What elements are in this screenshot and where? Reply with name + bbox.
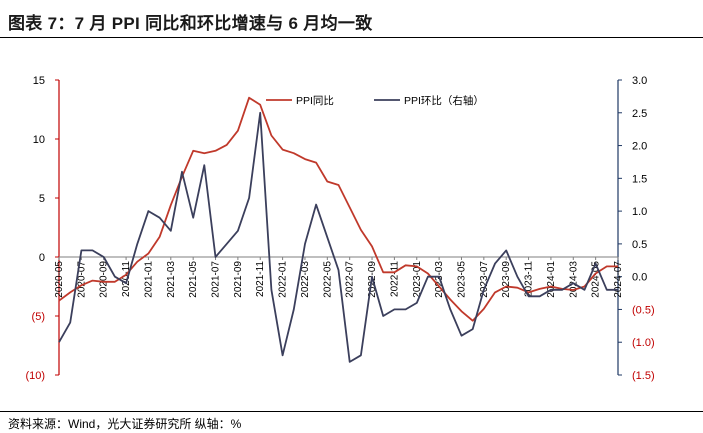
x-tick-label: 2023-09 (501, 261, 512, 298)
right-tick-label: (0.5) (632, 304, 655, 316)
left-tick-label: (10) (25, 370, 45, 382)
x-tick-label: 2023-11 (524, 261, 535, 297)
x-tick-label: 2021-03 (166, 261, 177, 298)
x-tick-label: 2024-05 (591, 261, 602, 298)
x-tick-label: 2020-07 (76, 261, 87, 298)
footer-rule (0, 411, 703, 412)
right-tick-label: 2.5 (632, 108, 647, 120)
x-tick-label: 2024-01 (546, 261, 557, 298)
right-tick-label: 0.5 (632, 239, 647, 251)
x-tick-label: 2022-11 (389, 261, 400, 297)
x-tick-label: 2023-01 (412, 261, 423, 298)
x-tick-label: 2020-09 (99, 261, 110, 298)
x-tick-label: 2021-01 (143, 261, 154, 298)
source-note: 资料来源：Wind，光大证券研究所 纵轴：% (8, 417, 242, 431)
right-tick-label: (1.0) (632, 337, 655, 349)
x-tick-label: 2024-03 (568, 261, 579, 298)
x-tick-label: 2021-07 (211, 261, 222, 298)
x-tick-label: 2022-07 (345, 261, 356, 298)
right-tick-label: 1.5 (632, 173, 647, 185)
left-tick-label: 10 (33, 134, 45, 146)
x-tick-label: 2021-09 (233, 261, 244, 298)
right-tick-label: 0.0 (632, 272, 647, 284)
chart-title: 图表 7：7 月 PPI 同比和环比增速与 6 月均一致 (8, 14, 373, 33)
ppi-chart: 15 10 5 0 (5) (10) 3.0 2.5 2.0 1.5 1.0 0.5 0.0 (0.5) (… (25, 75, 655, 382)
right-tick-label: 1.0 (632, 206, 647, 218)
right-tick-label: (1.5) (632, 370, 655, 382)
x-tick-label: 2022-01 (278, 261, 289, 298)
x-tick-label: 2022-03 (300, 261, 311, 298)
x-tick-label: 2022-05 (322, 261, 333, 298)
x-tick-label: 2020-05 (54, 261, 65, 298)
right-tick-label: 2.0 (632, 141, 647, 153)
x-tick-label: 2021-05 (188, 261, 199, 298)
left-tick-label: (5) (32, 311, 45, 323)
left-tick-label: 15 (33, 75, 45, 87)
legend-label-ppi-mom: PPI环比（右轴） (404, 94, 484, 107)
left-tick-label: 0 (39, 252, 45, 264)
title-rule (0, 37, 703, 38)
left-tick-label: 5 (39, 193, 45, 205)
x-tick-label: 2023-07 (479, 261, 490, 298)
x-tick-label: 2024-07 (613, 261, 624, 298)
right-tick-label: 3.0 (632, 75, 647, 87)
x-tick-label: 2023-05 (456, 261, 467, 298)
legend-label-ppi-yoy: PPI同比 (296, 94, 334, 107)
series-line-ppi-mom (58, 111, 618, 363)
x-tick-label: 2021-11 (255, 261, 266, 297)
